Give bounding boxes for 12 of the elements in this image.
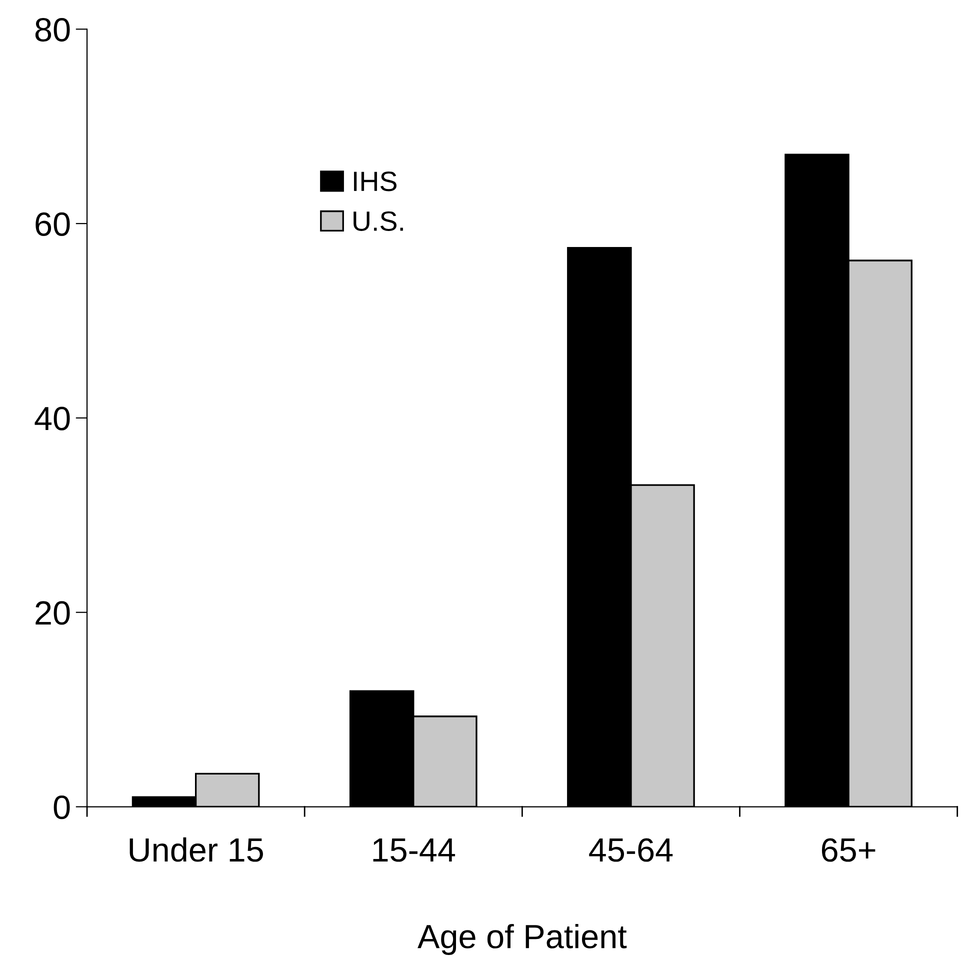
x-axis-title: Age of Patient bbox=[418, 924, 627, 956]
x-tick-label: 15-44 bbox=[373, 838, 456, 862]
y-tick-label: 60 bbox=[36, 212, 70, 236]
legend-label: IHS bbox=[354, 172, 396, 192]
y-tick-label: 0 bbox=[54, 796, 70, 820]
legend-label: U.S. bbox=[354, 211, 403, 231]
y-tick-label: 80 bbox=[35, 18, 70, 42]
y-tick-label: 40 bbox=[34, 406, 70, 430]
x-tick-label: 45-64 bbox=[589, 838, 673, 862]
x-tick-label: 65+ bbox=[822, 838, 876, 862]
x-tick-label: Under 15 bbox=[130, 837, 263, 862]
y-tick-label: 20 bbox=[36, 601, 70, 625]
